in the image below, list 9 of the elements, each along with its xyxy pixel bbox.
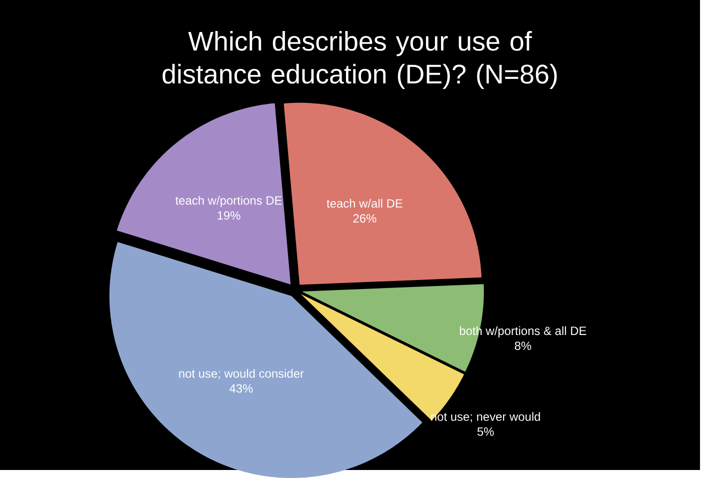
data-label: 43% bbox=[230, 384, 253, 393]
data-label: 5% bbox=[477, 427, 494, 436]
slice-label: not use; would consider bbox=[179, 368, 304, 380]
data-label: 26% bbox=[353, 214, 376, 223]
chart-title: Which describes your use of distance education (DE)? (N=86) bbox=[162, 31, 557, 89]
data-label: 19% bbox=[218, 211, 240, 220]
slice-label: teach w/portions DE bbox=[175, 196, 282, 208]
slice-label: teach w/all DE bbox=[326, 198, 402, 208]
data-label: 8% bbox=[514, 342, 532, 350]
